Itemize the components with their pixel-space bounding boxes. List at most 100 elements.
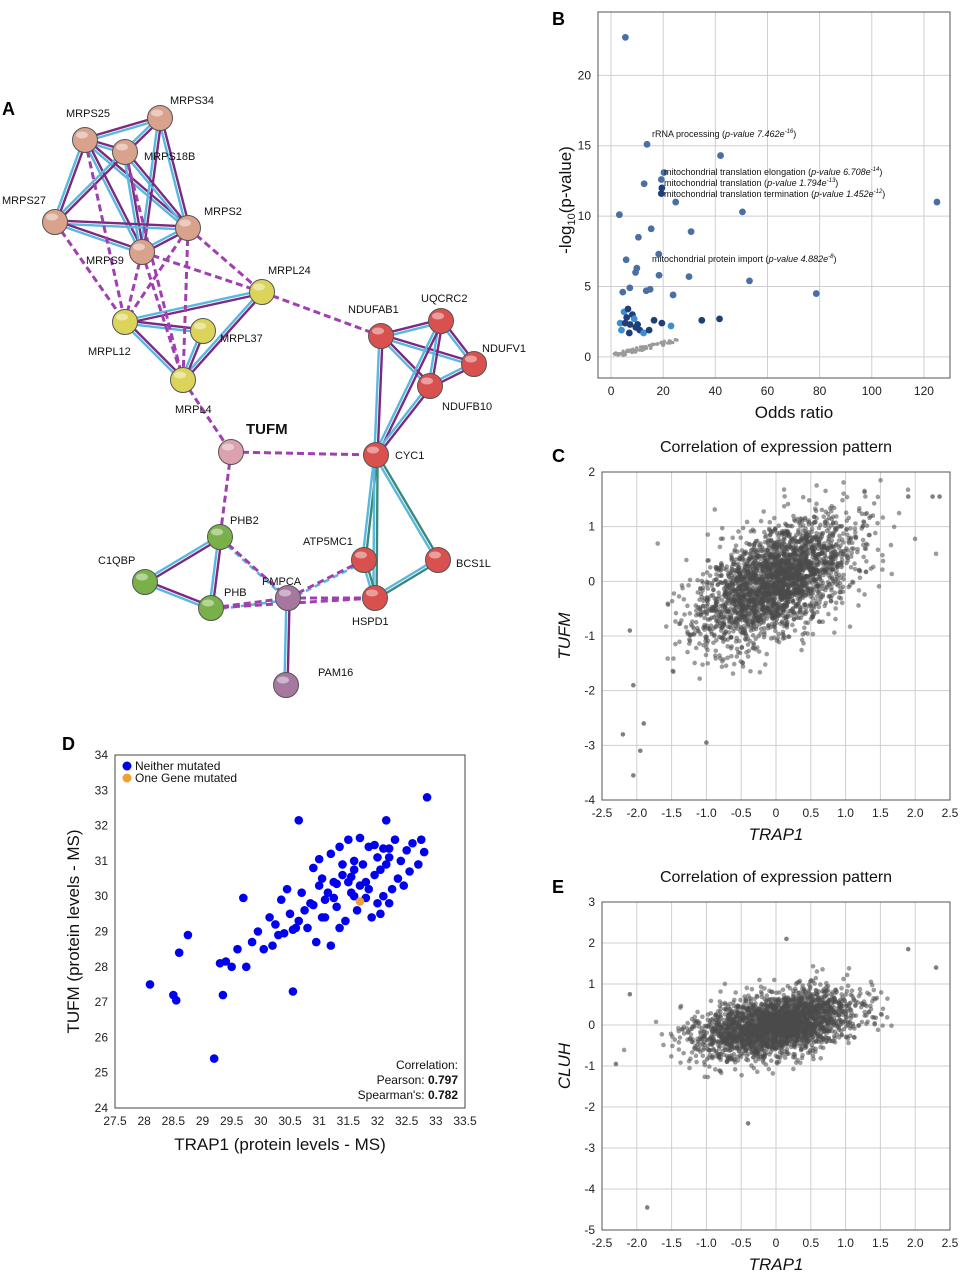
c-data-point xyxy=(875,520,880,526)
c-data-point xyxy=(732,574,737,579)
edge-ndufab1-ndufv1-purple xyxy=(381,333,475,364)
node-label-hspd1: HSPD1 xyxy=(352,616,389,628)
node-mrps27: MRPS27 xyxy=(2,195,68,235)
c-data-point xyxy=(700,571,706,577)
node-mrps2-highlight xyxy=(179,219,191,227)
d-data-point-neither xyxy=(239,893,248,903)
c-data-point xyxy=(761,634,767,640)
c-data-point xyxy=(819,531,825,537)
b-data-point xyxy=(739,208,746,216)
b-data-point xyxy=(640,180,648,188)
e-x-tick-label: 0.5 xyxy=(802,1236,819,1250)
b-data-point xyxy=(933,198,941,206)
c-x-tick-label: -2.5 xyxy=(592,806,613,820)
e-data-point xyxy=(678,1060,683,1065)
b-x-tick-label: 40 xyxy=(709,384,723,398)
d-y-tick-label: 30 xyxy=(95,889,109,903)
e-y-tick-label: -1 xyxy=(584,1059,595,1073)
network-nodes: MRPS25MRPS34MRPS18BMRPS27MRPS2MRPS9MRPL2… xyxy=(2,95,526,698)
panel-e: E -2.5 -2.0 -1.5 -1.0 -0.5 0 0.5 1.0 1.5 2.0 2.5-5… xyxy=(552,869,959,1274)
e-data-point xyxy=(774,1059,780,1065)
c-data-point xyxy=(739,645,745,651)
node-label-ndufb10: NDUFB10 xyxy=(442,401,492,413)
d-data-point-neither xyxy=(309,900,318,910)
c-data-point xyxy=(785,597,790,602)
c-data-point xyxy=(797,589,803,594)
d-data-point-neither xyxy=(326,849,336,859)
c-data-point xyxy=(740,660,745,665)
c-data-point xyxy=(834,574,840,580)
node-ndufv1: NDUFV1 xyxy=(461,343,526,377)
node-label-mrps18b: MRPS18B xyxy=(144,151,195,163)
c-data-point xyxy=(796,615,802,621)
e-data-point xyxy=(757,977,762,983)
e-data-point xyxy=(739,1072,744,1078)
e-data-point xyxy=(813,975,819,981)
d-data-point-neither xyxy=(373,853,382,862)
c-data-point xyxy=(814,483,819,488)
b-x-tick-label: 0 xyxy=(608,384,615,398)
b-data-point xyxy=(630,315,638,323)
c-data-point xyxy=(731,661,737,667)
d-pearson: Pearson: 0.797 xyxy=(377,1073,459,1087)
c-data-point xyxy=(778,595,783,601)
c-data-point xyxy=(852,526,858,532)
c-data-point xyxy=(745,624,751,629)
node-label-mrpl24: MRPL24 xyxy=(268,265,311,277)
c-data-point xyxy=(700,662,705,667)
node-phb-highlight xyxy=(202,599,214,607)
c-data-point xyxy=(796,527,801,533)
c-data-point xyxy=(692,660,697,666)
edge-mrps27-mrps2-purple xyxy=(55,219,189,228)
edge-mrps25-mrps9-purple xyxy=(85,138,145,252)
e-data-point xyxy=(889,1023,894,1029)
b-annotation-0: rRNA processing (p-value 7.462e-16) xyxy=(652,129,796,139)
edge-phb2-c1qbp-purple xyxy=(145,537,222,585)
d-data-point-neither xyxy=(393,874,403,883)
edge-mrpl12-mrpl4-purple xyxy=(125,320,185,380)
node-label-mrps34: MRPS34 xyxy=(170,95,214,107)
c-data-point xyxy=(747,576,753,582)
c-data-point xyxy=(766,545,772,551)
c-data-point xyxy=(721,621,727,627)
c-data-point xyxy=(708,629,714,635)
c-data-point xyxy=(761,604,767,610)
d-data-point-neither xyxy=(384,853,394,862)
c-x-tick-label: 1.5 xyxy=(872,806,889,820)
e-data-point xyxy=(759,994,765,1000)
c-data-point xyxy=(720,607,725,613)
c-data-point xyxy=(711,587,716,592)
c-data-point xyxy=(692,630,697,636)
node-c1qbp-highlight xyxy=(136,573,148,581)
d-data-point-neither xyxy=(390,835,400,845)
c-data-point xyxy=(839,600,845,606)
b-data-point xyxy=(616,319,624,327)
e-x-tick-label: 1.0 xyxy=(837,1236,854,1250)
c-data-point xyxy=(757,553,763,559)
c-data-point xyxy=(703,645,709,650)
node-ndufv1-highlight xyxy=(465,355,477,363)
c-y-tick-label: -2 xyxy=(584,684,595,698)
c-data-point xyxy=(848,526,853,531)
d-x-tick-label: 32.5 xyxy=(395,1114,419,1128)
c-data-point xyxy=(673,610,679,616)
b-data-point xyxy=(622,256,630,264)
d-x-tick-label: 33.5 xyxy=(453,1114,477,1128)
c-data-point xyxy=(759,548,765,554)
edge-mrps2-mrpl4-dash xyxy=(181,227,190,381)
node-mrps27-highlight xyxy=(46,213,58,221)
c-data-point xyxy=(733,615,739,621)
c-data-point xyxy=(799,537,804,542)
c-data-point xyxy=(855,546,860,552)
edge-phb2-pmpca-dash xyxy=(218,535,290,600)
c-data-point xyxy=(655,541,660,546)
c-data-point xyxy=(738,594,743,600)
e-data-point xyxy=(722,981,728,987)
c-data-point xyxy=(755,618,761,624)
c-data-point xyxy=(827,561,832,567)
c-data-point-outlier xyxy=(637,748,643,754)
c-data-point xyxy=(841,576,847,582)
c-data-point xyxy=(746,588,751,593)
c-data-point xyxy=(846,540,852,546)
